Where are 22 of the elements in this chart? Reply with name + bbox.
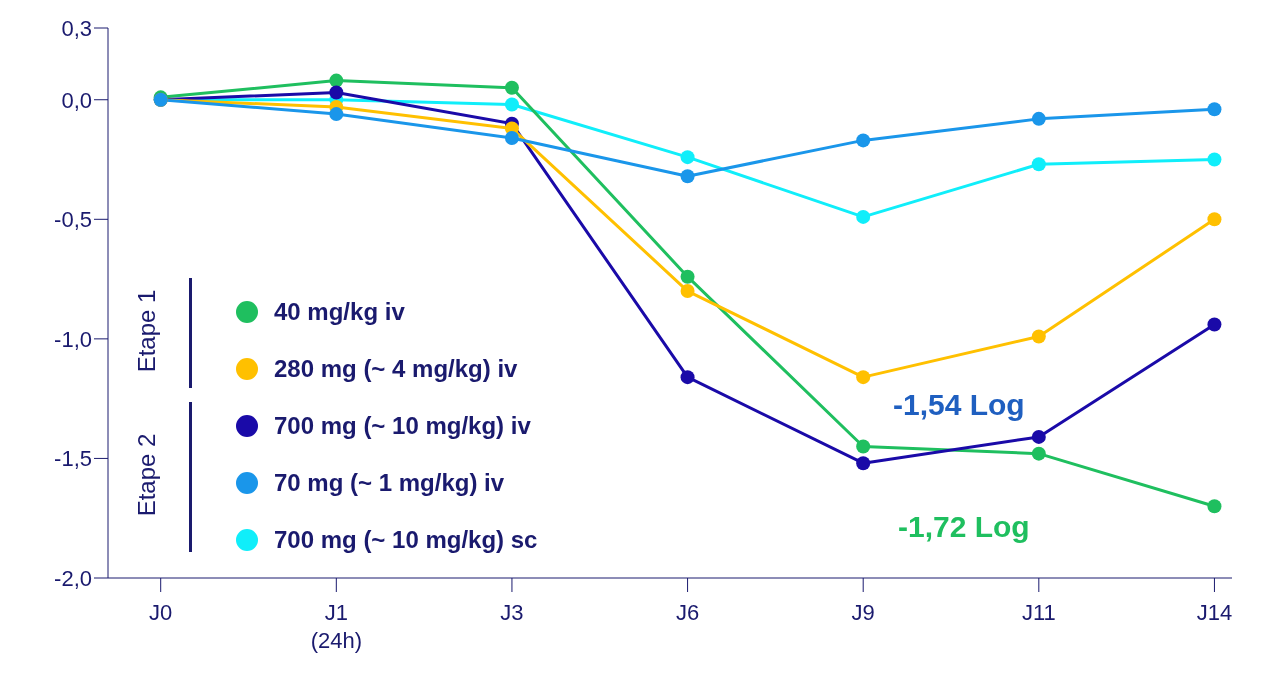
x-tick-label: J0 bbox=[149, 600, 173, 625]
annotation: Etape 2 bbox=[133, 433, 161, 517]
x-tick-label: J14 bbox=[1196, 600, 1233, 625]
legend-label: 70 mg (~ 1 mg/kg) iv bbox=[274, 468, 505, 497]
legend-label: 700 mg (~ 10 mg/kg) iv bbox=[274, 411, 531, 440]
x-tick-label: J9 bbox=[851, 600, 875, 625]
x-tick-label: J11 bbox=[1021, 600, 1056, 625]
x-tick-label: J3 bbox=[500, 600, 524, 625]
annotation: -1,72 Log bbox=[898, 510, 1030, 544]
annotation: -1,54 Log bbox=[893, 388, 1025, 422]
x-tick-label: J6 bbox=[675, 600, 700, 625]
legend-label: 40 mg/kg iv bbox=[274, 297, 405, 326]
legend-label: 280 mg (~ 4 mg/kg) iv bbox=[274, 354, 518, 383]
y-tick-label: 0,3 bbox=[61, 15, 92, 41]
annotation: Etape 1 bbox=[133, 289, 161, 373]
y-tick-label: -1,5 bbox=[54, 446, 92, 472]
y-tick-label: -0,5 bbox=[54, 207, 92, 233]
y-tick-label: 0,0 bbox=[61, 87, 92, 113]
x-tick-label: J1 (24h) bbox=[310, 600, 362, 653]
y-tick-label: -2,0 bbox=[54, 565, 92, 591]
legend-label: 700 mg (~ 10 mg/kg) sc bbox=[274, 525, 538, 554]
y-tick-label: -1,0 bbox=[54, 326, 92, 352]
